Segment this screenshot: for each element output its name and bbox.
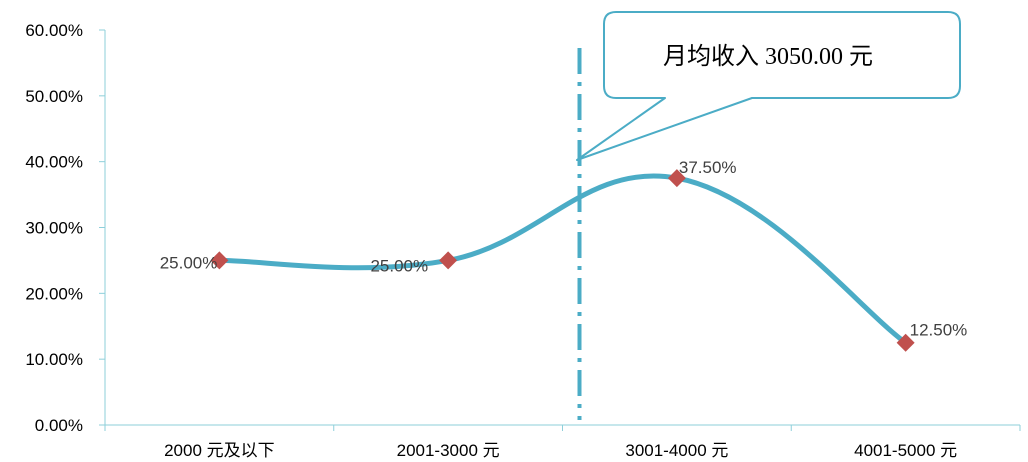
y-tick-label: 20.00% (25, 284, 83, 303)
y-tick-label: 60.00% (25, 21, 83, 40)
data-label: 37.50% (679, 158, 737, 177)
callout-text: 月均收入 3050.00 元 (663, 43, 873, 70)
x-tick-label: 3001-4000 元 (625, 441, 728, 460)
x-tick-label: 4001-5000 元 (854, 441, 957, 460)
data-point-marker (896, 333, 915, 352)
data-label: 12.50% (910, 321, 968, 340)
y-tick-label: 10.00% (25, 350, 83, 369)
data-label: 25.00% (160, 253, 218, 272)
series-line (216, 173, 909, 346)
y-tick-label: 30.00% (25, 219, 83, 238)
markers (210, 169, 915, 352)
y-ticks: 0.00% 10.00% 20.00% 30.00% 40.00% 50.00% 60.00… (25, 21, 105, 435)
data-labels: 25.00% 25.00% 37.50% 12.50% (160, 158, 968, 340)
data-point-marker (667, 169, 686, 188)
x-tick-label: 2000 元及以下 (164, 441, 275, 460)
data-point-marker (210, 251, 229, 270)
x-tick-label: 2001-3000 元 (397, 441, 500, 460)
data-point-marker (439, 251, 458, 270)
y-tick-label: 50.00% (25, 87, 83, 106)
y-tick-label: 0.00% (35, 416, 83, 435)
data-label: 25.00% (370, 256, 428, 275)
y-tick-label: 40.00% (25, 153, 83, 172)
x-ticks: 2000 元及以下 2001-3000 元 3001-4000 元 4001-5000… (104, 425, 1021, 460)
callout-box (576, 11, 961, 161)
